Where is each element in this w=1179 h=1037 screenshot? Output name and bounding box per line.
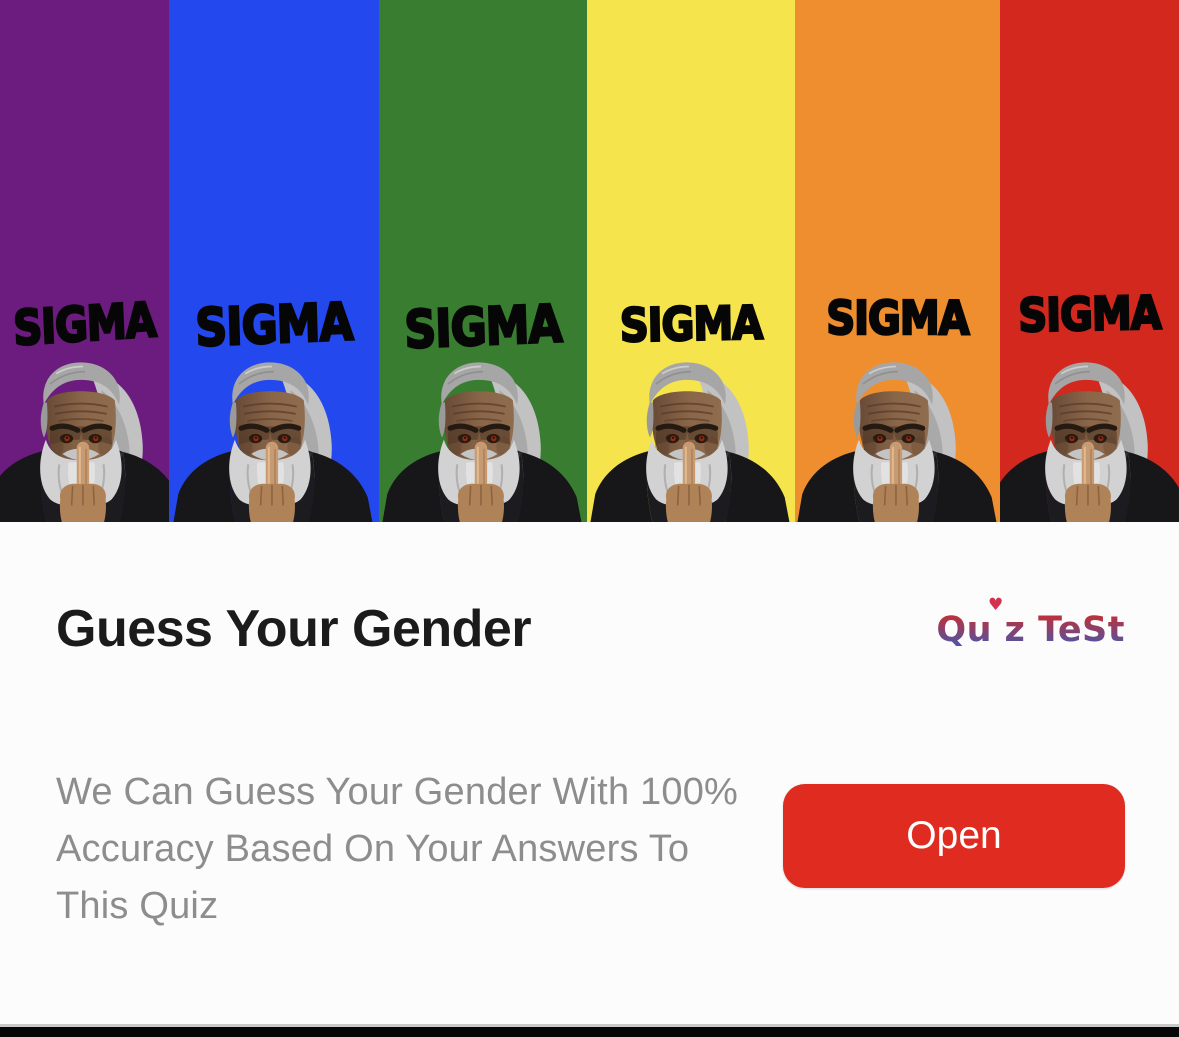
sigma-man-photo [588,349,794,522]
flag-stripe-yellow: SIGMA [587,0,795,522]
flag-stripe-green: SIGMA [379,0,587,522]
sigma-man-photo [171,349,377,522]
sigma-caption: SIGMA [1017,286,1162,344]
quiz-description: We Can Guess Your Gender With 100% Accur… [56,764,748,935]
page-title: Guess Your Gender [56,600,532,658]
open-button[interactable]: Open [783,784,1125,888]
sigma-man-photo [795,349,1000,522]
sigma-man-photo [380,349,586,522]
flag-stripe-purple: SIGMA [0,0,169,522]
bottom-bar [0,1024,1179,1037]
card-body: We Can Guess Your Gender With 100% Accur… [56,764,1125,935]
sigma-caption: SIGMA [618,296,763,354]
sigma-man-photo [1000,349,1179,522]
flag-stripe-blue: SIGMA [169,0,379,522]
flag-stripe-orange: SIGMA [795,0,1000,522]
card-header: Guess Your Gender Qu ♥ ız TeSt [56,522,1125,660]
flag-stripe-red: SIGMA [1000,0,1179,522]
quiz-promo-card: Guess Your Gender Qu ♥ ız TeSt We Can Gues… [0,522,1179,1025]
description-line: We Can Guess Your Gender With 100% [56,771,739,813]
quiztest-logo[interactable]: Qu ♥ ız TeSt [936,595,1125,650]
pride-flag-banner: SIGMA SIGMA SIGMA SIGMA SIGMA SIGMA [0,0,1179,522]
description-line: Accuracy Based On Your Answers To [56,828,690,870]
sigma-caption: SIGMA [11,292,158,358]
sigma-caption: SIGMA [825,291,970,346]
sigma-man-photo [0,349,169,522]
quiztest-logo-text: Qu ♥ ız TeSt [936,595,1125,650]
heart-icon: ♥ [988,595,1004,615]
description-line: This Quiz [56,885,219,927]
